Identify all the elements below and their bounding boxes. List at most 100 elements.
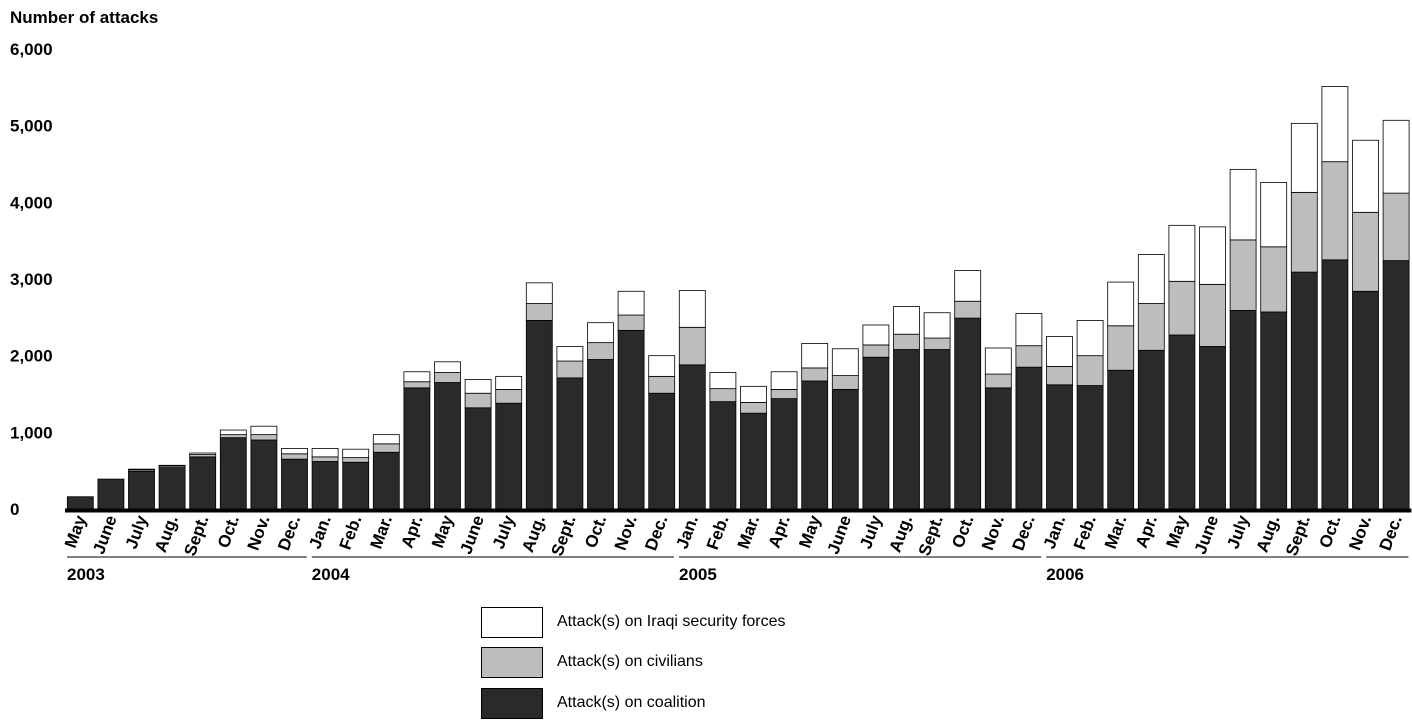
bar-iraqi-security-forces [556, 346, 584, 362]
year-label: 2006 [1046, 565, 1084, 584]
bar-coalition [923, 349, 951, 510]
x-tick-label: Sept. [1282, 513, 1314, 559]
bar-civilians [831, 375, 859, 390]
bar-coalition [1199, 346, 1226, 510]
bar-civilians [709, 388, 737, 403]
bar-coalition [1168, 334, 1196, 510]
x-tick-label: Oct. [1315, 513, 1344, 551]
bar-coalition [831, 388, 859, 510]
y-tick-label: 2,000 [10, 347, 53, 366]
bar-civilians [1260, 246, 1288, 313]
bar-civilians [893, 333, 920, 350]
x-tick-label: June [89, 513, 120, 557]
bar-coalition [984, 387, 1012, 510]
bar-coalition [372, 451, 400, 510]
legend-item-coalition: Attack(s) on coalition [481, 686, 706, 720]
bar-coalition [281, 458, 308, 510]
x-tick-label: June [824, 513, 855, 557]
legend-label-civilians: Attack(s) on civilians [557, 653, 703, 670]
bar-coalition [1352, 290, 1379, 510]
bar-coalition [740, 412, 767, 510]
bar-civilians [342, 457, 370, 463]
x-tick-label: Dec. [1009, 513, 1039, 553]
bar-civilians [1352, 211, 1379, 292]
x-tick-label: Jan. [1040, 513, 1069, 551]
bar-coalition [250, 439, 278, 510]
bar-coalition [954, 317, 982, 510]
x-tick-label: Mar. [367, 513, 396, 551]
bar-iraqi-security-forces [403, 371, 431, 383]
x-tick-label: Aug. [518, 513, 549, 555]
bar-civilians [1076, 355, 1104, 386]
bar-coalition [862, 356, 890, 510]
bar-coalition [1107, 369, 1135, 510]
bar-iraqi-security-forces [434, 361, 461, 373]
bar-civilians [1137, 303, 1165, 351]
bar-coalition [1046, 384, 1073, 510]
bar-civilians [678, 326, 706, 366]
x-tick-label: Feb. [1070, 513, 1100, 552]
bar-coalition [556, 377, 584, 510]
bar-iraqi-security-forces [495, 375, 523, 390]
x-tick-label: Oct. [581, 513, 610, 551]
bar-civilians [219, 434, 247, 439]
bar-iraqi-security-forces [372, 434, 400, 445]
bar-iraqi-security-forces [1137, 254, 1165, 304]
bar-iraqi-security-forces [1107, 281, 1135, 327]
bar-civilians [862, 344, 890, 358]
bar-iraqi-security-forces [984, 347, 1012, 375]
x-tick-label: Dec. [274, 513, 304, 553]
legend-label-iraqi-security-forces: Attack(s) on Iraqi security forces [557, 613, 786, 630]
y-tick-label: 5,000 [10, 117, 53, 136]
bar-coalition [128, 471, 155, 510]
bar-civilians [770, 388, 798, 399]
bar-coalition [587, 359, 614, 510]
x-tick-label: May [795, 512, 824, 550]
bar-civilians [403, 381, 431, 389]
bar-iraqi-security-forces [831, 348, 859, 376]
bar-civilians [954, 300, 982, 319]
bar-coalition [1290, 271, 1318, 510]
year-label: 2005 [679, 565, 717, 584]
x-tick-label: Mar. [1101, 513, 1130, 551]
x-tick-label: Apr. [765, 513, 794, 551]
x-tick-label: Oct. [948, 513, 977, 551]
x-tick-label: July [1223, 512, 1253, 551]
bar-civilians [1046, 365, 1073, 386]
bar-iraqi-security-forces [1382, 119, 1410, 194]
y-tick-label: 3,000 [10, 270, 53, 289]
bar-coalition [1229, 310, 1257, 510]
bar-coalition [801, 380, 829, 510]
x-tick-label: Feb. [336, 513, 366, 552]
bar-civilians [1382, 192, 1410, 261]
bar-civilians [648, 375, 676, 394]
bar-civilians [495, 388, 523, 404]
year-label: 2004 [312, 565, 350, 584]
x-tick-label: May [1162, 512, 1191, 550]
x-tick-label: Apr. [1132, 513, 1161, 551]
bar-iraqi-security-forces [1321, 86, 1349, 163]
year-label: 2003 [67, 565, 105, 584]
bar-coalition [893, 349, 920, 510]
bar-coalition [1260, 311, 1288, 510]
bar-coalition [158, 467, 186, 510]
legend-swatch-coalition [481, 687, 543, 719]
bar-iraqi-security-forces [587, 322, 614, 344]
x-tick-label: Jan. [305, 513, 334, 551]
bar-coalition [525, 319, 553, 510]
legend-item-iraqi-security-forces: Attack(s) on Iraqi security forces [481, 605, 786, 639]
bar-iraqi-security-forces [1352, 139, 1379, 213]
bar-iraqi-security-forces [770, 371, 798, 390]
bar-civilians [525, 303, 553, 321]
bar-civilians [1229, 239, 1257, 311]
bar-coalition [770, 398, 798, 510]
bar-iraqi-security-forces [525, 282, 553, 304]
bar-civilians [434, 372, 461, 383]
bar-civilians [372, 443, 400, 453]
bar-iraqi-security-forces [1168, 224, 1196, 282]
x-tick-label: May [428, 512, 457, 550]
bar-civilians [464, 392, 492, 409]
bar-iraqi-security-forces [219, 429, 247, 436]
x-tick-label: Sept. [548, 513, 580, 559]
